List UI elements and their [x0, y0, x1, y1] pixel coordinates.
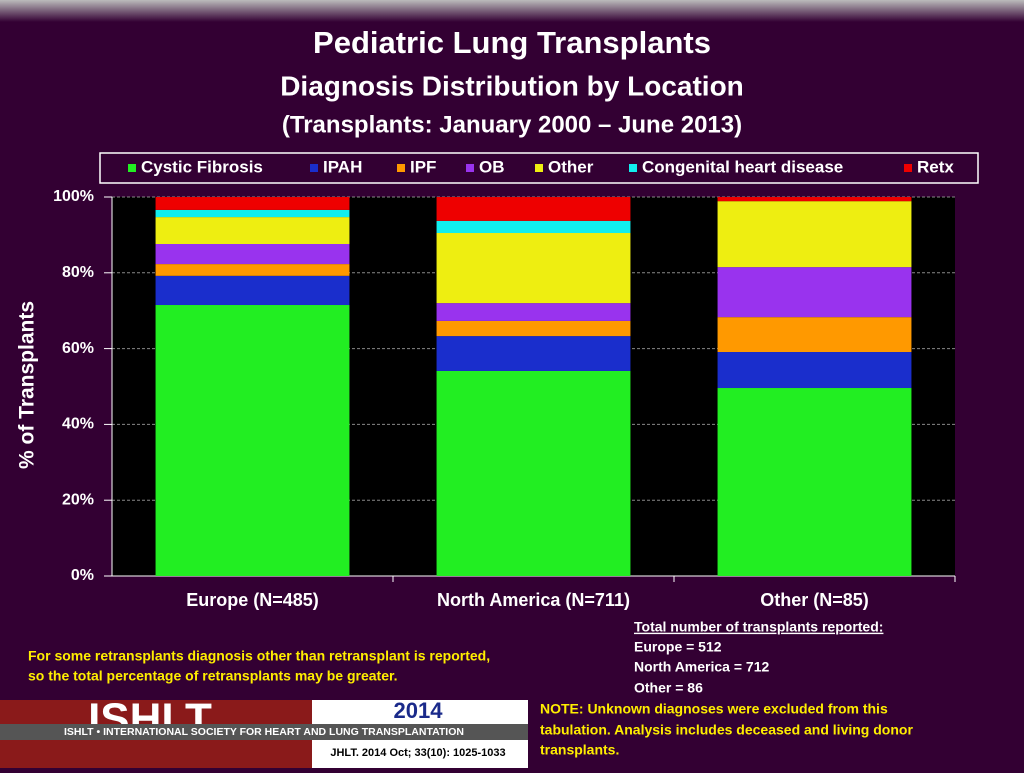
- legend-label: Retx: [917, 157, 954, 176]
- legend-marker: [397, 164, 405, 172]
- bar-segment: [436, 336, 631, 371]
- footnote: For some retransplants diagnosis other t…: [28, 648, 490, 664]
- footer-society: ISHLT • INTERNATIONAL SOCIETY FOR HEART …: [64, 726, 464, 738]
- legend-label: IPAH: [323, 157, 362, 176]
- legend-marker: [128, 164, 136, 172]
- y-tick-label: 60%: [62, 340, 94, 357]
- bar-segment: [717, 197, 912, 202]
- legend-marker: [904, 164, 912, 172]
- chart-subtitle: (Transplants: January 2000 – June 2013): [282, 111, 742, 138]
- bar-segment: [155, 197, 350, 210]
- chart-title: Pediatric Lung Transplants: [313, 25, 711, 60]
- bar-segment: [155, 275, 350, 306]
- footer-strip: [0, 724, 528, 740]
- y-tick-label: 20%: [62, 491, 94, 508]
- legend-label: OB: [479, 157, 505, 176]
- bar-segment: [717, 201, 912, 268]
- y-tick-label: 80%: [62, 264, 94, 281]
- y-tick-label: 40%: [62, 416, 94, 433]
- bar-segment: [155, 217, 350, 244]
- x-tick-label: North America (N=711): [437, 590, 630, 610]
- totals-item: Other = 86: [634, 680, 703, 696]
- bar-segment: [717, 317, 912, 353]
- note: NOTE: Unknown diagnoses were excluded fr…: [540, 701, 888, 717]
- totals-header: Total number of transplants reported:: [634, 619, 883, 635]
- legend-label: Congenital heart disease: [642, 157, 843, 176]
- bar-segment: [155, 264, 350, 276]
- bar-segment: [717, 267, 912, 318]
- bar-segment: [436, 370, 631, 576]
- legend-label: IPF: [410, 157, 436, 176]
- y-axis-label: % of Transplants: [16, 301, 39, 469]
- bar-segment: [436, 233, 631, 304]
- note: transplants.: [540, 742, 619, 758]
- legend-label: Cystic Fibrosis: [141, 157, 263, 176]
- x-tick-label: Other (N=85): [760, 590, 869, 610]
- bar-segment: [436, 320, 631, 337]
- note: tabulation. Analysis includes deceased a…: [540, 722, 913, 738]
- bar-segment: [155, 305, 350, 576]
- totals-item: Europe = 512: [634, 639, 722, 655]
- bar-segment: [436, 197, 631, 221]
- legend-marker: [310, 164, 318, 172]
- y-tick-label: 100%: [53, 188, 94, 205]
- bar-segment: [155, 209, 350, 218]
- footer-citation: JHLT. 2014 Oct; 33(10): 1025-1033: [330, 747, 505, 759]
- top-band: [0, 0, 1024, 22]
- x-tick-label: Europe (N=485): [186, 590, 319, 610]
- chart-subtitle: Diagnosis Distribution by Location: [280, 70, 744, 101]
- y-tick-label: 0%: [71, 567, 94, 584]
- legend-marker: [629, 164, 637, 172]
- totals-item: North America = 712: [634, 659, 769, 675]
- legend-marker: [466, 164, 474, 172]
- footer-year: 2014: [394, 698, 444, 723]
- bar-segment: [436, 303, 631, 321]
- bar-segment: [717, 352, 912, 389]
- bar-segment: [436, 220, 631, 234]
- bar-segment: [155, 243, 350, 265]
- legend-label: Other: [548, 157, 594, 176]
- legend-marker: [535, 164, 543, 172]
- bar-segment: [717, 388, 912, 576]
- footnote: so the total percentage of retransplants…: [28, 668, 398, 684]
